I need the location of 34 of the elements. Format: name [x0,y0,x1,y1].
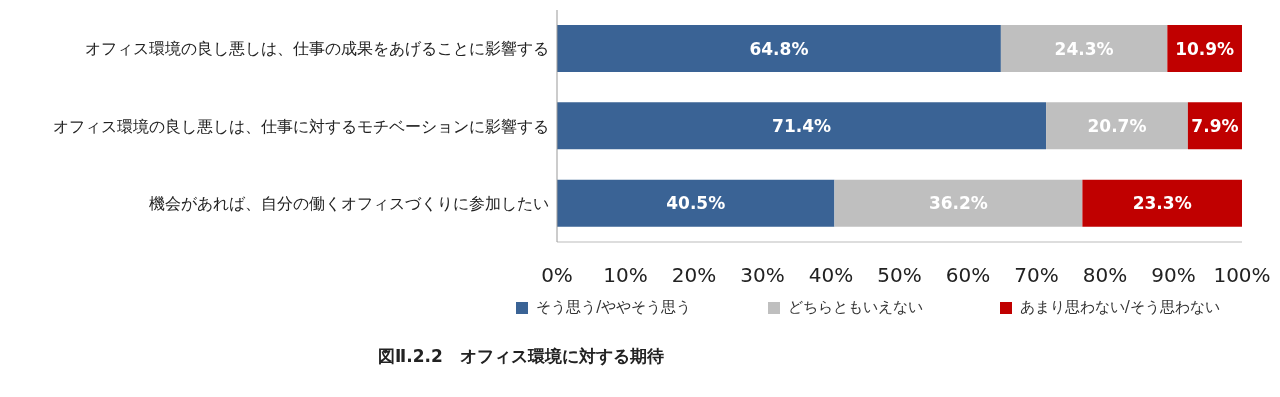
data-label: 71.4% [772,115,832,136]
text: 図Ⅱ.2.2 オフィス環境に対する期待 [378,345,665,368]
x-tick-label: 20% [671,263,717,288]
data-label: 10.9% [1175,38,1235,59]
x-tick-label: 60% [945,263,991,288]
legend-label: あまり思わない/そう思わない [1019,298,1220,317]
y-tick-label: オフィス環境の良し悪しは、仕事の成果をあげることに影響する [85,39,549,59]
x-tick-label: 10% [603,263,648,288]
legend-label: そう思う/ややそう思う [536,298,692,317]
bar [557,179,835,227]
data-label: 20.7% [1087,115,1147,136]
bar [1046,102,1188,150]
data-label: 40.5% [666,193,726,214]
data-label: 24.3% [1054,38,1114,59]
y-tick-label: 機会があれば、自分の働くオフィスづくりに参加したい [149,194,549,214]
y-tick-label: オフィス環境の良し悪しは、仕事に対するモチベーションに影響する [53,116,549,136]
bar [1082,179,1242,227]
data-label: 36.2% [928,193,988,214]
data-label: 23.3% [1132,193,1192,214]
bar [557,25,1001,72]
bar [834,179,1083,227]
data-label: 7.9% [1191,115,1239,136]
data-label: 64.8% [749,38,809,59]
x-tick-label: 70% [1014,263,1059,288]
bar [1000,25,1168,72]
x-tick-label: 90% [1151,263,1196,288]
bar [557,102,1047,150]
x-tick-label: 100% [1213,263,1271,288]
legend-label: どちらともいえない [788,298,923,317]
x-tick-label: 0% [541,263,573,288]
x-tick-label: 30% [740,263,785,288]
x-tick-label: 50% [877,263,922,288]
x-tick-label: 40% [808,263,854,288]
x-tick-label: 80% [1082,263,1128,288]
